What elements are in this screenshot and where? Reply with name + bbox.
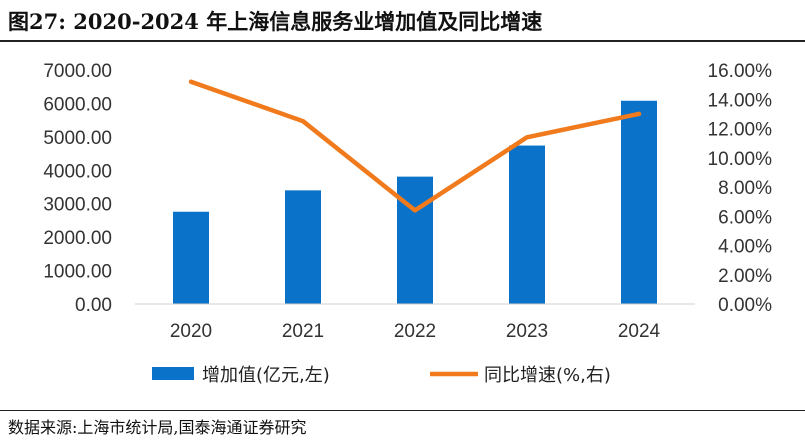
left-tick-label: 2000.00 bbox=[43, 228, 112, 249]
bar-2020 bbox=[173, 211, 209, 304]
x-tick-label: 2024 bbox=[618, 321, 661, 342]
x-tick-label: 2023 bbox=[506, 321, 548, 342]
bar-series bbox=[173, 100, 657, 304]
right-tick-label: 14.00% bbox=[708, 90, 773, 111]
right-axis: 0.00% 2.00% 4.00% 6.00% 8.00% 10.00% 12.00% 14.… bbox=[708, 61, 773, 316]
left-tick-label: 5000.00 bbox=[43, 128, 112, 149]
x-tick-label: 2021 bbox=[282, 321, 324, 342]
bar-2024 bbox=[621, 100, 657, 304]
left-tick-label: 0.00 bbox=[75, 295, 112, 316]
bar-2022 bbox=[397, 176, 433, 304]
left-tick-label: 4000.00 bbox=[43, 161, 112, 182]
left-axis: 0.00 1000.00 2000.00 3000.00 4000.00 5000.00 6… bbox=[43, 61, 112, 316]
line-series bbox=[188, 79, 642, 213]
source-divider bbox=[0, 410, 805, 411]
right-tick-label: 0.00% bbox=[718, 295, 772, 316]
right-tick-label: 2.00% bbox=[718, 266, 772, 287]
legend-swatch-bar bbox=[152, 367, 194, 380]
right-tick-label: 10.00% bbox=[708, 149, 773, 170]
right-tick-label: 16.00% bbox=[708, 61, 773, 82]
right-tick-label: 4.00% bbox=[718, 237, 772, 258]
right-tick-label: 12.00% bbox=[708, 120, 773, 141]
source-note: 数据来源:上海市统计局,国泰海通证券研究 bbox=[8, 418, 307, 437]
legend: 增加值(亿元,左) 同比增速(%,右) bbox=[152, 365, 611, 386]
x-axis: 2020 2021 2022 2023 2024 bbox=[170, 321, 661, 342]
x-tick-label: 2022 bbox=[394, 321, 436, 342]
x-tick-label: 2020 bbox=[170, 321, 212, 342]
left-tick-label: 7000.00 bbox=[43, 61, 112, 82]
title-divider bbox=[0, 40, 805, 42]
legend-label-line: 同比增速(%,右) bbox=[484, 365, 611, 386]
bar-2023 bbox=[509, 145, 545, 304]
right-tick-label: 6.00% bbox=[718, 207, 772, 228]
legend-label-bar: 增加值(亿元,左) bbox=[202, 365, 330, 386]
left-tick-label: 1000.00 bbox=[43, 262, 112, 283]
chart-area: 0.00 1000.00 2000.00 3000.00 4000.00 5000.00 6… bbox=[43, 61, 773, 386]
bar-2021 bbox=[285, 190, 321, 304]
left-tick-label: 3000.00 bbox=[43, 195, 112, 216]
left-tick-label: 6000.00 bbox=[43, 94, 112, 115]
figure-title: 图27: 2020-2024 年上海信息服务业增加值及同比增速 bbox=[8, 9, 543, 34]
right-tick-label: 8.00% bbox=[718, 178, 772, 199]
